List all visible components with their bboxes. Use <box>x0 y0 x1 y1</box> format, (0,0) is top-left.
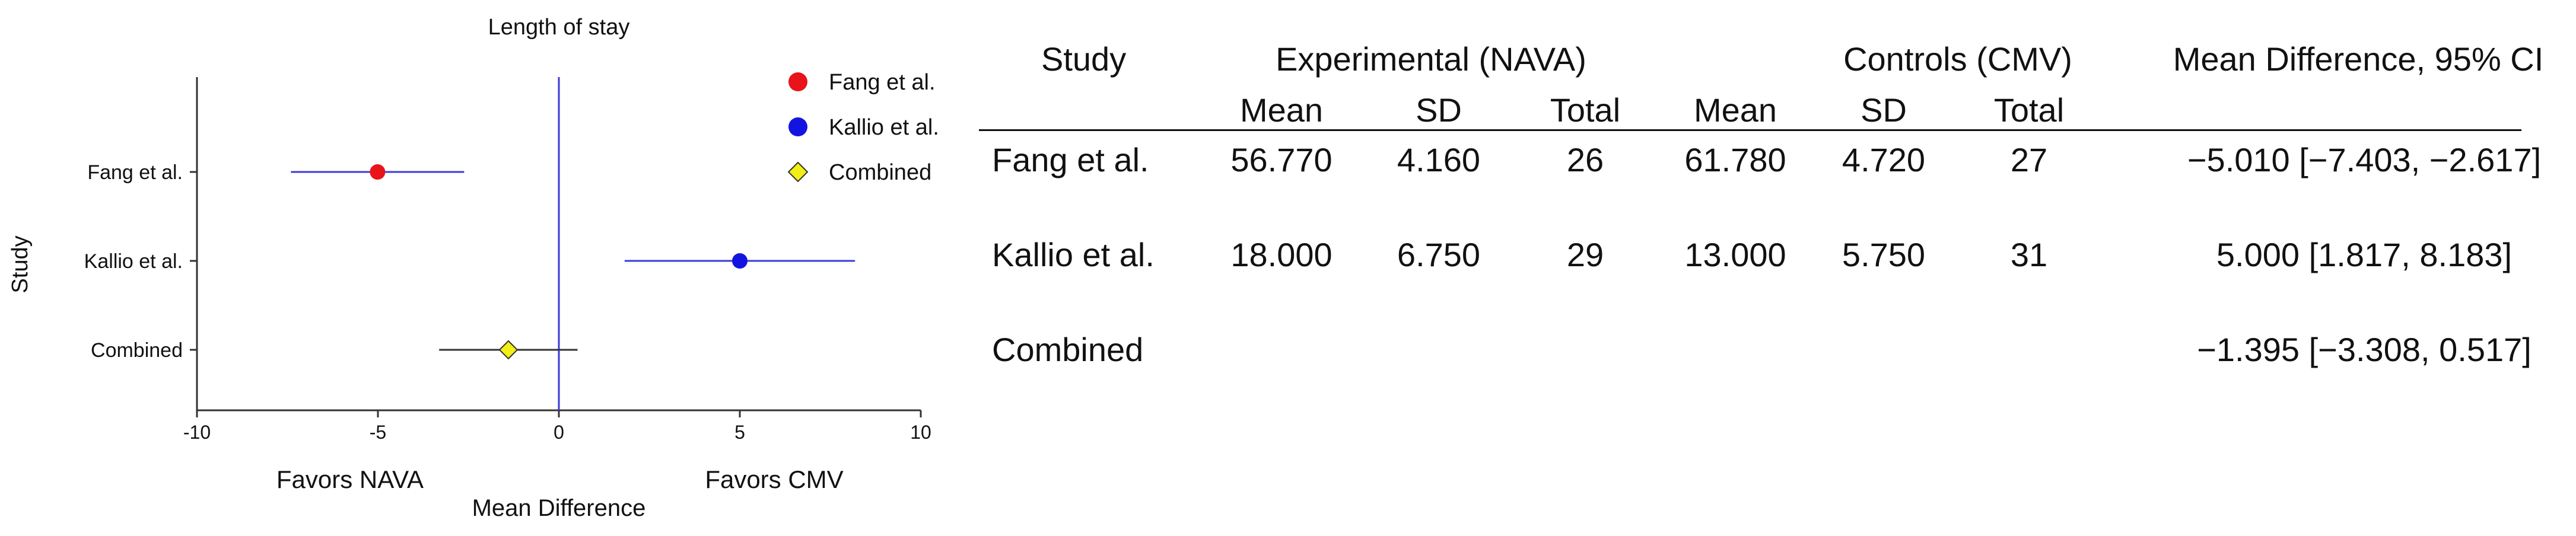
legend: Fang et al. Kallio et al. Combined <box>787 70 939 185</box>
point-marker <box>732 253 748 269</box>
row-effect: −5.010 [−7.403, −2.617] <box>2187 141 2542 178</box>
plot-area: -10 -5 0 5 10 Fang et al. Kallio et al. Combine… <box>84 77 931 443</box>
row-exp-sd: 6.750 <box>1397 236 1481 273</box>
x-axis-label: Mean Difference <box>472 495 646 521</box>
x-tick-label: -10 <box>183 422 211 443</box>
forest-plot: Length of stay Study -10 -5 0 5 10 Fang et al… <box>8 15 939 521</box>
x-tick-label: 10 <box>910 422 931 443</box>
subheader-ctl-mean: Mean <box>1693 91 1777 129</box>
row-study: Combined <box>992 331 1144 368</box>
header-effect: Mean Difference, 95% CI <box>2173 40 2544 78</box>
subheader-ctl-total: Total <box>1993 91 2065 129</box>
legend-marker <box>788 117 807 136</box>
row-exp-mean: 56.770 <box>1230 141 1332 178</box>
row-ctl-total: 31 <box>2010 236 2048 273</box>
header-experimental: Experimental (NAVA) <box>1276 40 1586 78</box>
y-tick-label: Kallio et al. <box>84 250 183 273</box>
header-rule <box>979 129 2521 131</box>
row-exp-mean: 18.000 <box>1230 236 1332 273</box>
row-study: Fang et al. <box>992 141 1149 178</box>
y-tick-label: Fang et al. <box>87 161 183 184</box>
row-effect: 5.000 [1.817, 8.183] <box>2216 236 2513 273</box>
x-tick-label: 5 <box>734 422 745 443</box>
row-ctl-total: 27 <box>2010 141 2048 178</box>
subheader-exp-total: Total <box>1550 91 1621 129</box>
y-axis-label: Study <box>8 235 33 293</box>
row-exp-total: 26 <box>1566 141 1604 178</box>
favors-left-label: Favors NAVA <box>276 465 424 493</box>
row-study: Kallio et al. <box>992 236 1155 273</box>
row-exp-sd: 4.160 <box>1397 141 1481 178</box>
chart-title: Length of stay <box>488 15 630 40</box>
legend-marker <box>787 161 809 183</box>
legend-label: Kallio et al. <box>829 115 939 140</box>
subheader-exp-mean: Mean <box>1239 91 1324 129</box>
point-marker <box>498 340 519 360</box>
point-marker <box>370 164 386 180</box>
row-ctl-mean: 13.000 <box>1684 236 1786 273</box>
row-exp-total: 29 <box>1566 236 1604 273</box>
header-study: Study <box>1041 40 1127 78</box>
row-ctl-mean: 61.780 <box>1684 141 1786 178</box>
row-effect: −1.395 [−3.308, 0.517] <box>2197 331 2532 368</box>
favors-right-label: Favors CMV <box>705 465 843 493</box>
row-ctl-sd: 5.750 <box>1842 236 1926 273</box>
row-ctl-sd: 4.720 <box>1842 141 1926 178</box>
x-tick-label: -5 <box>370 422 386 443</box>
header-controls: Controls (CMV) <box>1843 40 2072 78</box>
subheader-exp-sd: SD <box>1416 91 1462 129</box>
x-tick-label: 0 <box>554 422 564 443</box>
y-tick-label: Combined <box>91 339 183 362</box>
legend-label: Fang et al. <box>829 70 936 95</box>
legend-label: Combined <box>829 160 931 185</box>
legend-marker <box>788 72 807 91</box>
subheader-ctl-sd: SD <box>1861 91 1907 129</box>
